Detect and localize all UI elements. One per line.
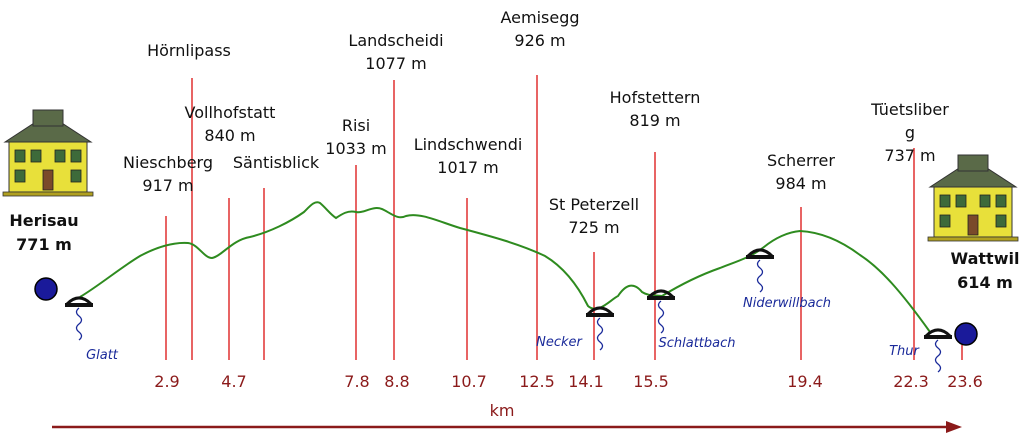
waypoint-name-continued: g [905, 123, 915, 142]
river-label-glatt: Glatt [86, 348, 119, 363]
waypoint-elevation: 840 m [204, 126, 255, 145]
km-label: 15.5 [633, 372, 669, 391]
waypoint-elevation: 1017 m [437, 158, 498, 177]
waypoint-elevation: 1077 m [365, 54, 426, 73]
km-label: 4.7 [221, 372, 246, 391]
waypoint-elevation: 725 m [568, 218, 619, 237]
end-point-marker [954, 322, 978, 346]
waypoint-name: Nieschberg [123, 153, 213, 172]
waypoint-name: Hofstettern [610, 88, 701, 107]
km-label: 8.8 [384, 372, 409, 391]
km-label: 10.7 [451, 372, 487, 391]
end-name: Wattwil [951, 249, 1020, 268]
start-name: Herisau [9, 211, 78, 230]
waypoint-elevation: 917 m [142, 176, 193, 195]
km-label: 7.8 [344, 372, 369, 391]
km-label: 14.1 [568, 372, 604, 391]
km-label: 2.9 [154, 372, 179, 391]
start-point-marker [34, 277, 58, 301]
km-label: 12.5 [519, 372, 555, 391]
elevation-profile-line [79, 201, 931, 333]
bridge-necker-icon [584, 306, 616, 352]
waypoint-elevation: 1033 m [325, 139, 386, 158]
river-label-schlattbach: Schlattbach [658, 336, 735, 351]
km-labels: 2.9 4.7 7.8 8.8 10.7 12.5 14.1 15.5 19.4… [154, 372, 983, 391]
waypoint-name: Hörnlipass [147, 41, 231, 60]
axis-arrowhead-icon [946, 421, 962, 433]
end-elevation: 614 m [957, 273, 1013, 292]
waypoint-name: Landscheidi [348, 31, 443, 50]
waypoint-name: Tüetsliber [870, 100, 949, 119]
waypoint-name: Lindschwendi [414, 135, 523, 154]
waypoint-name: Vollhofstatt [185, 103, 276, 122]
axis-label-km: km [490, 401, 515, 420]
waypoint-elevation: 819 m [629, 111, 680, 130]
waypoint-name: Scherrer [767, 151, 835, 170]
waypoint-labels: Nieschberg 917 m Hörnlipass Vollhofstatt… [123, 8, 949, 237]
waypoint-name: Säntisblick [233, 153, 320, 172]
start-elevation: 771 m [16, 235, 72, 254]
km-label: 23.6 [947, 372, 983, 391]
herisau-house-icon [2, 109, 94, 197]
km-label: 19.4 [787, 372, 823, 391]
waypoint-name: Aemisegg [500, 8, 579, 27]
wattwil-house-icon [927, 154, 1019, 242]
waypoint-name: St Peterzell [549, 195, 639, 214]
river-label-thur: Thur [889, 344, 920, 359]
bridge-thur-icon [922, 328, 954, 374]
waypoint-elevation: 926 m [514, 31, 565, 50]
river-label-niderwillbach: Niderwillbach [743, 296, 831, 311]
bridge-schlattbach-icon [645, 289, 677, 335]
km-label: 22.3 [893, 372, 929, 391]
river-label-necker: Necker [536, 335, 583, 350]
waypoint-markers [165, 75, 963, 360]
bridge-glatt-icon [63, 296, 95, 342]
waypoint-elevation: 737 m [884, 146, 935, 165]
bridge-niderwillbach-icon [744, 248, 776, 294]
waypoint-elevation: 984 m [775, 174, 826, 193]
waypoint-name: Risi [342, 116, 370, 135]
